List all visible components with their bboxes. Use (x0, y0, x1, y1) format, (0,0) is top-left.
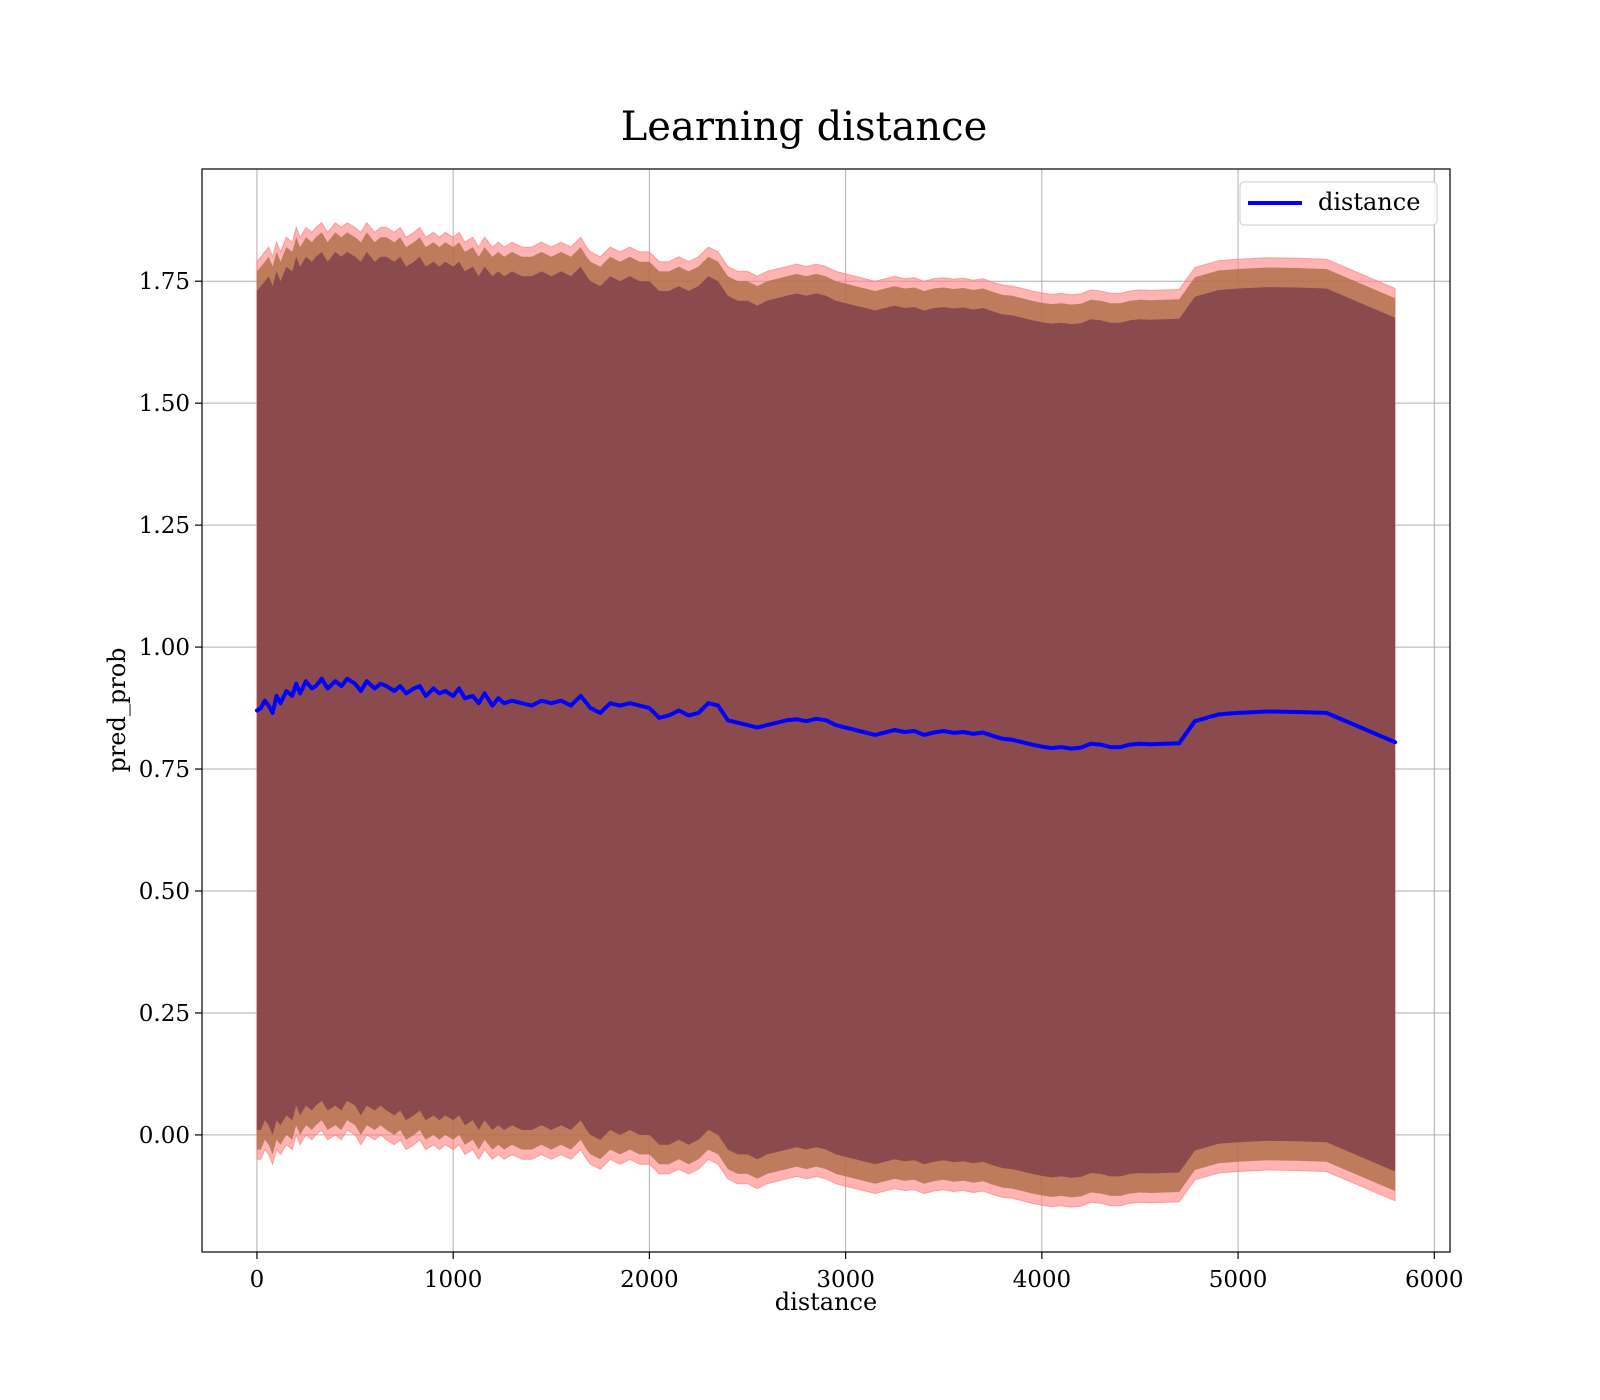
y-tick-label: 1.50 (139, 391, 190, 417)
x-axis-ticks: 0 1000 2000 3000 4000 5000 6000 (250, 1252, 1464, 1293)
series-line-distance (254, 676, 1398, 751)
y-tick-label: 1.75 (139, 269, 190, 295)
chart-title: Learning distance (621, 104, 988, 150)
y-axis-ticks: 0.00 0.25 0.50 0.75 1.00 1.25 1.50 1.75 (139, 269, 202, 1149)
x-tick-label: 5000 (1209, 1267, 1268, 1293)
y-axis-label: pred_prob (103, 647, 131, 772)
y-tick-label: 0.25 (139, 1001, 190, 1027)
confidence-bands (256, 221, 1396, 1208)
legend-box (1239, 181, 1438, 226)
y-tick-label: 0.50 (139, 879, 190, 905)
y-tick-label: 0.75 (139, 757, 190, 783)
series-lines (254, 676, 1398, 751)
band-inner (256, 251, 1396, 1178)
x-tick-label: 1000 (424, 1267, 483, 1293)
x-tick-label: 0 (250, 1267, 265, 1293)
y-tick-label: 1.25 (139, 513, 190, 539)
legend-label-distance: distance (1318, 188, 1420, 216)
y-tick-label: 1.00 (139, 635, 190, 661)
y-tick-label: 0.00 (139, 1123, 190, 1149)
x-tick-label: 3000 (816, 1267, 875, 1293)
x-tick-label: 2000 (620, 1267, 679, 1293)
x-tick-label: 4000 (1013, 1267, 1072, 1293)
x-tick-label: 6000 (1405, 1267, 1464, 1293)
plot-frame (201, 168, 1451, 1253)
legend: distance (1239, 181, 1438, 226)
x-axis-label: distance (775, 1288, 877, 1316)
